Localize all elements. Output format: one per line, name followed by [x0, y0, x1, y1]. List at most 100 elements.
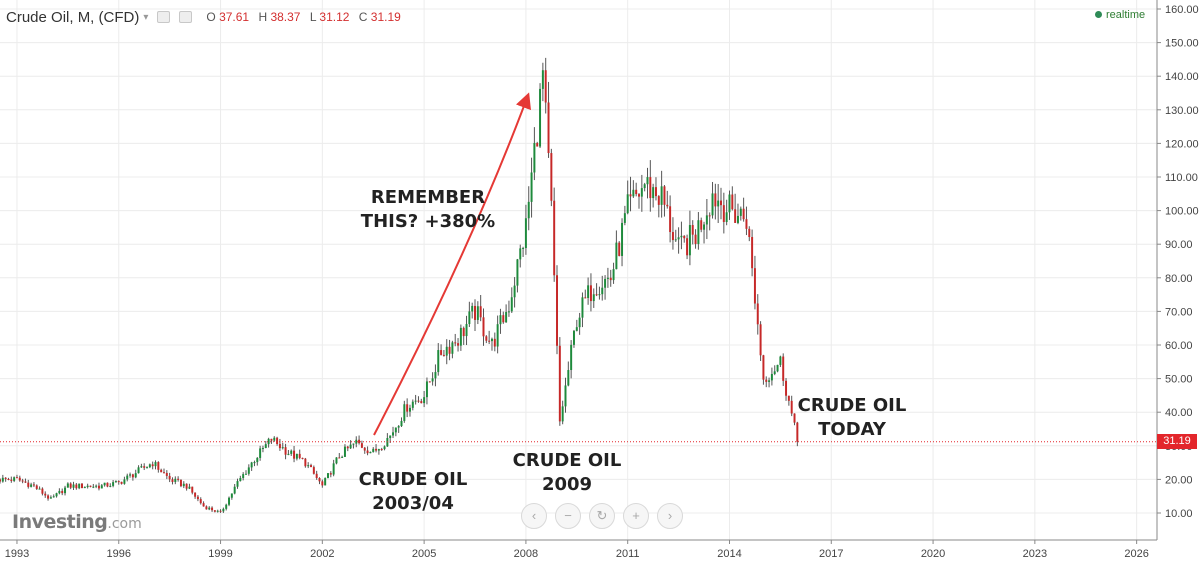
candle-up	[225, 504, 228, 509]
candle-down	[550, 153, 553, 201]
candle-down	[179, 479, 182, 487]
ohlc-readout: O 37.61 H 38.37 L 31.12 C 31.19	[206, 10, 406, 24]
candle-down	[15, 477, 18, 479]
annotation-crude-2009: CRUDE OIL 2009	[512, 450, 622, 495]
eye-icon[interactable]	[157, 11, 171, 23]
candle-down	[278, 443, 281, 449]
candle-up	[615, 242, 618, 270]
candle-down	[751, 237, 754, 269]
zoom-out-icon[interactable]: −	[555, 503, 581, 529]
candle-up	[567, 370, 570, 386]
candle-up	[250, 462, 253, 468]
candle-up	[451, 342, 454, 354]
candle-down	[417, 400, 420, 402]
candle-up	[575, 327, 578, 331]
candle-up	[182, 483, 185, 487]
chevron-down-icon[interactable]: ▾	[143, 11, 149, 23]
candle-down	[375, 448, 378, 451]
candle-down	[171, 479, 174, 482]
candle-down	[722, 205, 725, 222]
candle-up	[332, 463, 335, 475]
candle-down	[694, 234, 697, 244]
reset-icon[interactable]: ↻	[589, 503, 615, 529]
y-tick-label: 140.00	[1165, 71, 1199, 83]
candle-down	[547, 102, 550, 154]
candle-up	[612, 269, 615, 281]
candle-down	[629, 194, 632, 197]
candle-down	[41, 488, 44, 494]
candle-up	[352, 443, 355, 445]
candle-up	[646, 177, 649, 185]
zoom-in-icon[interactable]: +	[623, 503, 649, 529]
candle-down	[75, 484, 78, 489]
candle-up	[222, 508, 225, 512]
candle-up	[703, 224, 706, 230]
candle-up	[465, 324, 468, 337]
y-tick-label: 90.00	[1165, 239, 1193, 251]
candle-up	[652, 187, 655, 199]
logo-name: Investing	[12, 511, 108, 533]
candle-up	[126, 475, 129, 480]
candle-up	[697, 220, 700, 244]
candle-up	[779, 356, 782, 365]
candle-up	[247, 467, 250, 474]
candle-up	[154, 462, 157, 467]
candle-up	[49, 497, 52, 499]
candle-up	[134, 473, 137, 478]
candle-up	[499, 315, 502, 325]
candle-up	[459, 327, 462, 346]
candle-up	[228, 497, 231, 505]
candle-down	[304, 458, 307, 467]
settings-icon[interactable]	[179, 11, 193, 23]
candle-down	[213, 510, 216, 512]
candle-up	[513, 285, 516, 298]
candle-down	[293, 450, 296, 459]
candle-down	[205, 506, 208, 510]
candle-up	[425, 381, 428, 398]
y-tick-label: 80.00	[1165, 273, 1193, 285]
candle-down	[708, 215, 711, 217]
candle-up	[58, 490, 61, 494]
candle-up	[660, 186, 663, 205]
candle-up	[773, 371, 776, 374]
candle-down	[731, 194, 734, 210]
candle-up	[621, 222, 624, 256]
candle-down	[10, 479, 13, 481]
candle-up	[572, 330, 575, 345]
candle-down	[657, 196, 660, 205]
y-tick-label: 20.00	[1165, 474, 1193, 486]
candle-down	[18, 477, 21, 481]
candle-down	[428, 381, 431, 383]
candle-up	[242, 474, 245, 479]
candle-down	[151, 464, 154, 467]
instrument-title[interactable]: Crude Oil, M, (CFD)	[6, 8, 140, 26]
candle-up	[295, 453, 298, 459]
candle-down	[558, 345, 561, 422]
candle-down	[168, 475, 171, 480]
candle-up	[578, 317, 581, 328]
candle-up	[324, 478, 327, 486]
chevron-left-icon[interactable]: ‹	[521, 503, 547, 529]
candle-down	[360, 443, 363, 448]
candle-up	[601, 287, 604, 295]
candle-up	[507, 311, 510, 313]
candle-up	[52, 496, 55, 498]
candle-up	[335, 457, 338, 464]
candle-down	[191, 486, 194, 493]
candle-down	[745, 219, 748, 229]
chevron-right-icon[interactable]: ›	[657, 503, 683, 529]
candles	[0, 57, 799, 513]
candle-up	[640, 188, 643, 197]
candle-up	[680, 235, 683, 238]
candle-down	[106, 482, 109, 487]
x-tick-label: 2023	[1023, 548, 1047, 560]
candle-up	[349, 444, 352, 449]
candle-up	[369, 451, 372, 454]
candle-down	[649, 177, 652, 199]
candle-up	[290, 450, 293, 454]
candle-down	[742, 208, 745, 220]
candle-up	[236, 481, 239, 487]
